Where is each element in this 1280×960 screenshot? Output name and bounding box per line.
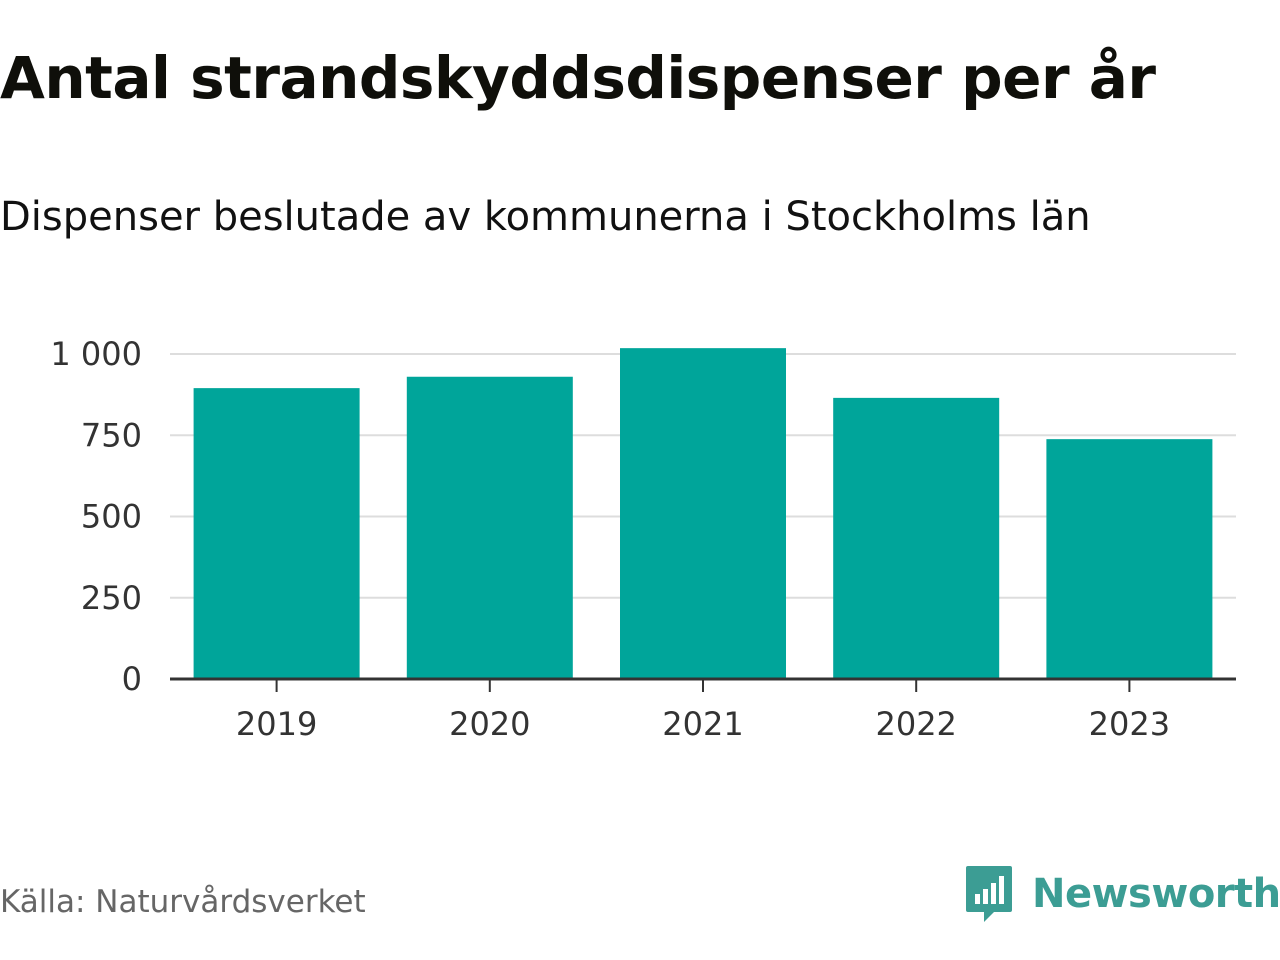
bar-2020 (406, 376, 573, 679)
axes: 0 250 500 750 1 000 2019 2020 2021 2022 2023 (50, 335, 1236, 743)
y-tick-label: 250 (81, 579, 142, 617)
source-note: Källa: Naturvårdsverket (0, 884, 366, 920)
bar-chart-speech-bubble-icon (966, 866, 1012, 922)
chart-title: Antal strandskyddsdispenser per år (0, 44, 1156, 112)
y-tick-label: 0 (122, 660, 142, 698)
x-tick-label: 2021 (662, 705, 743, 743)
y-tick-label: 500 (81, 498, 142, 536)
x-tick-label: 2023 (1089, 705, 1170, 743)
bar-2019 (193, 388, 360, 679)
x-tick-label: 2020 (449, 705, 530, 743)
y-tick-label: 750 (81, 416, 142, 454)
bar-2023 (1046, 439, 1213, 679)
x-tick-label: 2019 (236, 705, 317, 743)
brand-name: Newsworthy (1032, 871, 1280, 917)
y-tick-label: 1 000 (50, 335, 142, 373)
x-tick-label: 2022 (875, 705, 956, 743)
brand-logo: Newsworthy (964, 864, 1280, 924)
bars (193, 348, 1213, 679)
chart-subtitle: Dispenser beslutade av kommunerna i Stoc… (0, 194, 1091, 240)
bar-2021 (620, 348, 786, 679)
bar-2022 (833, 397, 1000, 679)
